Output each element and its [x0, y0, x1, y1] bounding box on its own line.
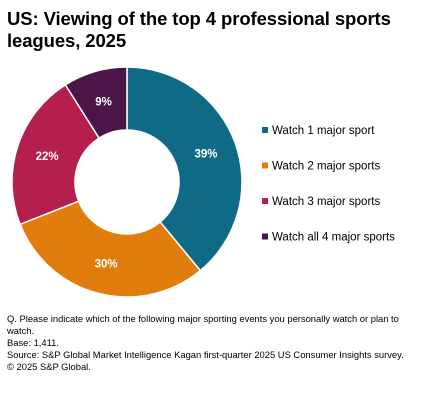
legend-swatch-2 [262, 162, 268, 169]
footnote-question: Q. Please indicate which of the followin… [7, 313, 399, 336]
slice-label-1: 39% [195, 149, 218, 161]
donut-slice-3 [11, 83, 101, 226]
legend-swatch-1 [262, 127, 268, 133]
donut-slice-4 [64, 66, 128, 140]
slice-label-3: 22% [36, 151, 59, 163]
donut-slice-2 [19, 200, 202, 298]
legend-label-2: Watch 2 major sports [272, 161, 380, 173]
slice-label-2: 30% [95, 258, 118, 270]
legend-swatch-4 [262, 233, 268, 240]
footnote-source: Source: S&P Global Market Intelligence K… [7, 348, 404, 360]
legend-label-3: Watch 3 major sports [272, 196, 380, 208]
footnote-copyright: © 2025 S&P Global. [7, 360, 91, 372]
footnotes: Q. Please indicate which of the followin… [7, 313, 419, 373]
chart-title: US: Viewing of the top 4 professional sp… [7, 8, 391, 51]
donut-slice-1 [126, 66, 243, 272]
legend-label-1: Watch 1 major sport [272, 125, 375, 137]
legend-swatch-3 [262, 198, 268, 204]
donut-chart: 39% 30% 22% 9% Watch 1 major sport Watch 2 ma… [11, 66, 395, 298]
legend-label-4: Watch all 4 major sports [272, 232, 395, 244]
footnote-base: Base: 1,411. [7, 336, 59, 348]
slice-label-4: 9% [95, 96, 112, 108]
